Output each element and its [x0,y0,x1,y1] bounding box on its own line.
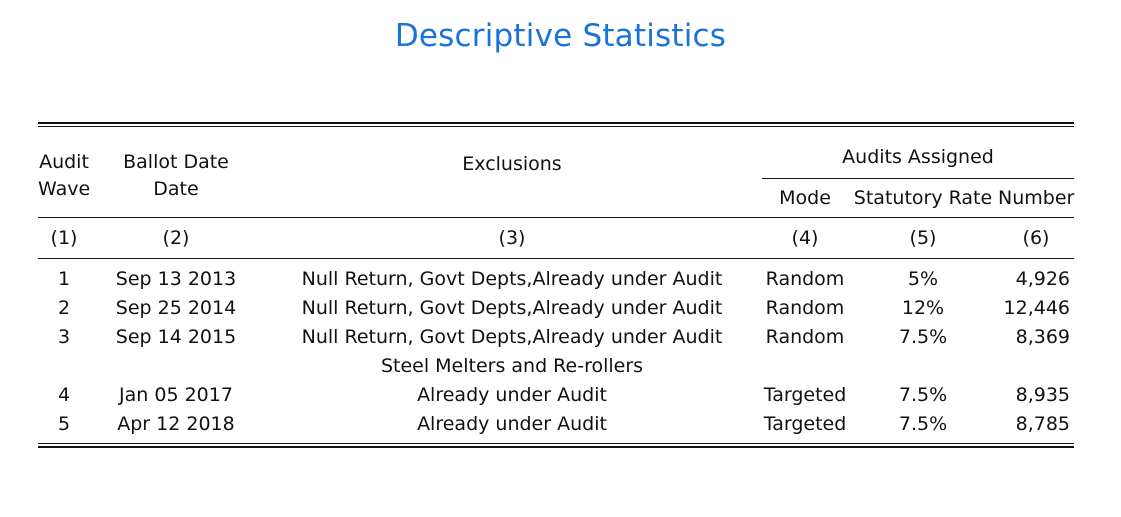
cell-mode [762,352,848,381]
cell-date [90,352,262,381]
cell-mode: Random [765,297,845,319]
cell-mode: Targeted [763,413,847,435]
column-number: (6) [998,217,1075,259]
header-audit-wave-line1: Audit [39,151,89,173]
cell-number: 12,446 [1003,297,1071,319]
table-row: 3 Sep 14 2015 Null Return, Govt Depts,Al… [38,323,1074,352]
header-mode: Mode [762,178,848,218]
top-rule [38,122,1074,127]
table-row: 5 Apr 12 2018 Already under Audit Target… [38,410,1074,439]
cell-rate: 7.5% [898,384,948,406]
cell-exclusions: Already under Audit [417,413,607,435]
cell-wave: 3 [57,326,71,348]
cell-date: Apr 12 2018 [117,413,235,435]
cell-exclusions: Null Return, Govt Depts,Already under Au… [301,326,723,348]
header-exclusions: Exclusions [262,127,762,218]
column-number: (3) [262,217,762,259]
cell-number: 8,785 [1015,413,1071,435]
cell-date: Sep 13 2013 [115,268,237,290]
cell-wave: 5 [57,413,71,435]
cell-date: Sep 14 2015 [115,326,237,348]
cell-number: 4,926 [1015,268,1071,290]
table-row: 1 Sep 13 2013 Null Return, Govt Depts,Al… [38,259,1074,295]
header-number: Number [998,178,1074,218]
cell-rate [848,352,998,381]
header-ballot-date: Ballot Date Date [90,127,262,218]
table-row: 4 Jan 05 2017 Already under Audit Target… [38,381,1074,410]
column-number: (2) [90,217,262,259]
header-row-sub: Mode Statutory Rate Number [38,178,1074,218]
table-row-continuation: Steel Melters and Re-rollers [38,352,1074,381]
column-number-row: (1) (2) (3) (4) (5) (6) [38,217,1075,259]
cell-wave: 1 [57,268,71,290]
column-number: (1) [38,217,90,259]
header-exclusions-label: Exclusions [462,153,562,175]
bottom-rule [38,443,1074,448]
cell-date: Jan 05 2017 [119,384,233,406]
header-audit-wave-line2: Wave [38,178,91,200]
cell-date: Sep 25 2014 [115,297,237,319]
cell-rate: 7.5% [898,326,948,348]
cell-wave: 4 [57,384,71,406]
header-ballot-date-line2: Date [153,178,199,200]
cell-rate: 12% [901,297,945,319]
cell-exclusions: Already under Audit [417,384,607,406]
cell-wave: 2 [57,297,71,319]
header-row-top: Audit Wave Ballot Date Date Exclusions A… [38,127,1075,218]
header-audit-wave: Audit Wave [38,127,90,218]
column-number: (5) [848,217,998,259]
cell-rate: 5% [907,268,939,290]
column-number: (4) [762,217,848,259]
cell-exclusions: Steel Melters and Re-rollers [380,355,644,377]
table-row: 2 Sep 25 2014 Null Return, Govt Depts,Al… [38,294,1074,323]
header-statutory-rate: Statutory Rate [848,178,998,218]
statistics-grid: Audit Wave Ballot Date Date Exclusions A… [38,127,1074,439]
cell-number [998,352,1074,381]
header-audits-assigned: Audits Assigned [762,127,1075,179]
cell-rate: 7.5% [898,413,948,435]
cell-mode: Targeted [763,384,847,406]
header-ballot-date-line1: Ballot Date [123,151,229,173]
cell-number: 8,935 [1015,384,1071,406]
cell-exclusions: Null Return, Govt Depts,Already under Au… [301,268,723,290]
cell-wave [38,352,90,381]
cell-mode: Random [765,268,845,290]
cell-number: 8,369 [1015,326,1071,348]
cell-exclusions: Null Return, Govt Depts,Already under Au… [301,297,723,319]
cell-mode: Random [765,326,845,348]
slide-title: Descriptive Statistics [394,18,727,54]
statistics-table: Audit Wave Ballot Date Date Exclusions A… [38,122,1074,448]
